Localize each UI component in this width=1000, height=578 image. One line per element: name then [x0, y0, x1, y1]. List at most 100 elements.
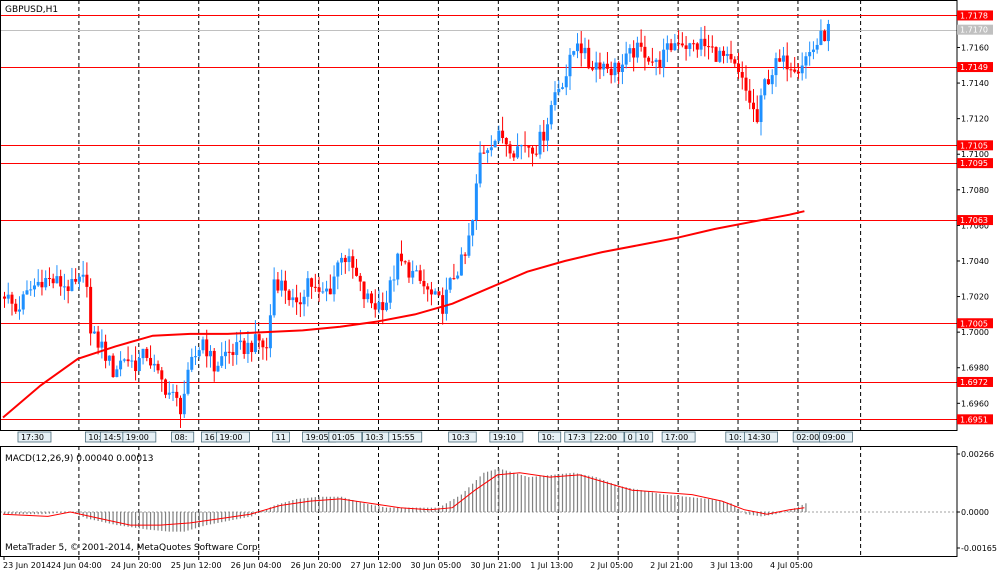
candle-body: [373, 303, 377, 310]
candle-body: [800, 65, 804, 74]
candle-body: [433, 291, 437, 295]
candle-body: [141, 348, 145, 359]
event-marker-box: [17, 431, 52, 443]
candle-body: [257, 334, 261, 341]
candle-body: [549, 105, 553, 125]
candle-body: [164, 379, 168, 395]
candle-body: [714, 47, 718, 62]
candle-body: [343, 257, 347, 263]
candle-body: [17, 309, 21, 312]
candle-body: [186, 369, 190, 394]
candle-body: [377, 302, 381, 310]
candle-body: [680, 43, 684, 46]
moving-average: [2, 210, 805, 419]
macd-panel-frame: [0, 446, 958, 557]
candle-body: [100, 341, 104, 348]
price-axis: 1.71601.71401.71201.71001.70801.70601.70…: [957, 10, 997, 553]
candle-body: [444, 289, 448, 314]
candle-body: [575, 43, 579, 52]
candle-body: [272, 279, 276, 316]
time-tick-label: 26 Jun 04:00: [231, 561, 282, 570]
event-marker-label: 10:: [542, 433, 555, 442]
time-tick-label: 27 Jun 12:00: [351, 561, 402, 570]
candle-body: [238, 340, 242, 343]
candle-body: [553, 92, 557, 106]
candle-body: [25, 290, 29, 295]
event-marker-label: 17:00: [665, 433, 688, 442]
price-tick-label: 1.6960: [961, 399, 989, 408]
candle-body: [688, 43, 692, 49]
event-marker-box: [590, 431, 625, 443]
candle-body: [542, 131, 546, 141]
price-level-label: 1.7170: [960, 26, 988, 35]
event-marker-box: [744, 431, 778, 443]
candle-body: [347, 256, 351, 263]
candle-body: [283, 280, 287, 291]
event-marker-box: [272, 431, 290, 443]
candle-body: [51, 278, 55, 284]
macd-tick-label: -0.00165: [961, 544, 997, 553]
candle-body: [471, 219, 475, 236]
price-tick-label: 1.7160: [961, 43, 989, 52]
candle-body: [778, 58, 782, 62]
candle-body: [459, 254, 463, 276]
candle-body: [467, 235, 471, 256]
candle-body: [632, 48, 636, 58]
candle-body: [602, 63, 606, 70]
candle-body: [59, 276, 63, 287]
candle-body: [208, 350, 212, 357]
price-tick-label: 1.7040: [961, 257, 989, 266]
candle-body: [594, 62, 598, 70]
macd-label: MACD(12,26,9) 0.00040 0.00013: [5, 454, 154, 464]
time-tick-label: 24 Jun 20:00: [111, 561, 162, 570]
candle-body: [328, 288, 332, 295]
candle-body: [160, 370, 164, 380]
candle-body: [740, 71, 744, 78]
candle-body: [441, 295, 445, 314]
event-marker-label: 22:00: [594, 433, 617, 442]
candle-body: [403, 261, 407, 263]
candle-body: [789, 69, 793, 71]
event-marker-box: [328, 431, 363, 443]
candle-body: [729, 53, 733, 60]
candle-body: [302, 296, 306, 305]
candle-body: [448, 278, 452, 290]
candle-body: [561, 87, 565, 89]
candle-body: [658, 59, 662, 68]
candle-body: [662, 49, 666, 68]
candle-body: [388, 280, 392, 303]
candle-body: [489, 147, 493, 151]
candle-body: [384, 302, 388, 311]
event-marker-box: [819, 431, 853, 443]
candle-body: [201, 339, 205, 351]
event-marker-box: [635, 431, 654, 443]
candle-body: [227, 351, 231, 353]
price-level-tag: [957, 24, 993, 35]
macd-tick-label: 0.0000: [961, 508, 989, 517]
candle-body: [10, 294, 14, 304]
event-markers: 17:30 10: 14:5 19:00 08: 16 19:00 11 19:05 01:05 1…: [17, 431, 853, 443]
candle-body: [70, 278, 74, 291]
event-marker-label: 19:05: [306, 433, 329, 442]
candle-body: [501, 130, 505, 139]
candle-body: [804, 56, 808, 66]
candle-body: [579, 43, 583, 54]
candle-body: [370, 293, 374, 304]
candle-body: [437, 291, 441, 296]
price-tick-label: 1.7060: [961, 221, 989, 230]
candle-body: [785, 55, 789, 70]
event-marker-label: 17:3: [568, 433, 586, 442]
event-marker-box: [538, 431, 562, 443]
price-tick-label: 1.7100: [961, 150, 989, 159]
candle-body: [748, 90, 752, 103]
event-marker-label: 19:00: [126, 433, 149, 442]
candle-body: [130, 360, 134, 362]
candle-body: [414, 270, 418, 272]
price-level-label: 1.7005: [960, 319, 988, 328]
event-marker-label: 10: [639, 433, 649, 442]
price-level-tag: [957, 215, 993, 226]
candle-body: [478, 152, 482, 184]
candle-body: [613, 62, 617, 76]
